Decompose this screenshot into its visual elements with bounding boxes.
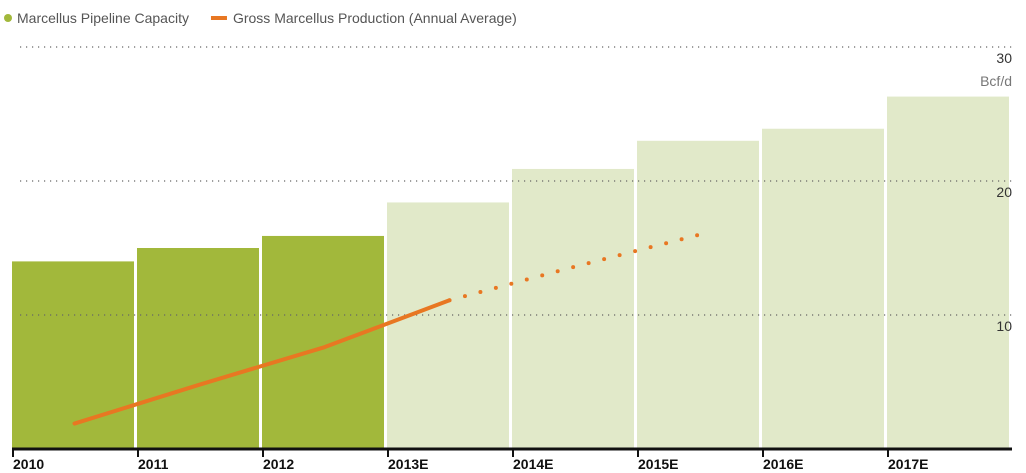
x-tick-label: 2017E xyxy=(888,456,928,472)
y-tick-label: 20 xyxy=(996,184,1012,200)
bar xyxy=(387,202,509,449)
bar xyxy=(637,140,759,450)
x-tick-label: 2013E xyxy=(388,456,428,472)
legend-label: Marcellus Pipeline Capacity xyxy=(17,10,189,26)
bar xyxy=(12,261,134,449)
x-tick-label: 2011 xyxy=(138,456,169,472)
line-projected xyxy=(447,232,702,303)
y-tick-label: 30 xyxy=(996,50,1012,66)
legend-dot xyxy=(4,14,12,22)
x-tick-label: 2014E xyxy=(513,456,553,472)
y-axis-label: Bcf/d xyxy=(980,73,1012,89)
legend-label: Gross Marcellus Production (Annual Avera… xyxy=(233,10,517,26)
x-tick-label: 2010 xyxy=(13,456,44,472)
x-tick-label: 2012 xyxy=(263,456,294,472)
bar xyxy=(512,168,634,449)
y-tick-label: 10 xyxy=(996,318,1012,334)
line xyxy=(72,298,452,426)
x-tick-label: 2015E xyxy=(638,456,678,472)
bar xyxy=(762,128,884,450)
bar xyxy=(887,96,1009,449)
bar xyxy=(262,235,384,449)
bar xyxy=(137,248,259,449)
x-tick-label: 2016E xyxy=(763,456,803,472)
